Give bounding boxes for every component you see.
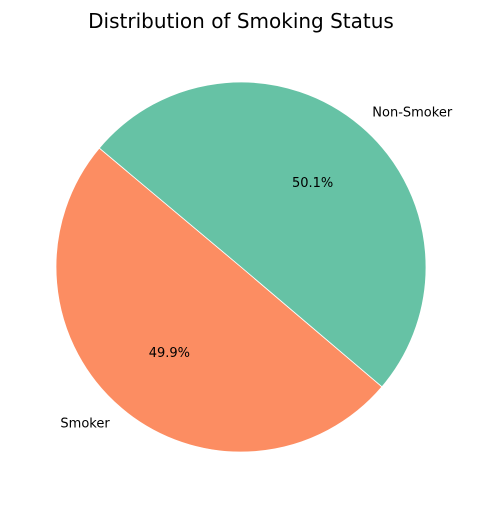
pie-slice-smoker bbox=[55, 147, 383, 453]
slice-percent-smoker: 49.9% bbox=[149, 346, 190, 361]
slice-label-smoker: Smoker bbox=[60, 416, 110, 431]
chart-title: Distribution of Smoking Status bbox=[88, 9, 394, 33]
pie-slice-non-smoker bbox=[98, 81, 427, 388]
pie-labels: Smoker 49.9% Non-Smoker 50.1% bbox=[60, 106, 452, 432]
slice-percent-non-smoker: 50.1% bbox=[292, 176, 333, 191]
pie-slices bbox=[55, 81, 427, 453]
slice-label-non-smoker: Non-Smoker bbox=[372, 106, 453, 121]
